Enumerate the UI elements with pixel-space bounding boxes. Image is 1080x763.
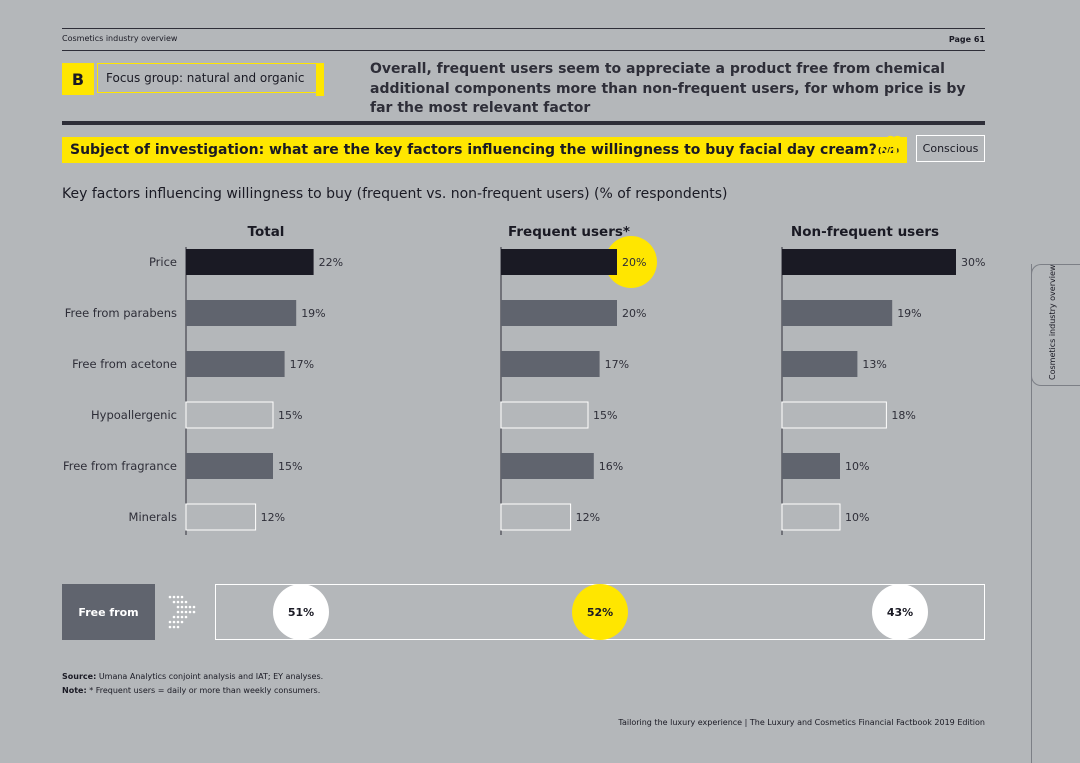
- data-label: 20%: [622, 307, 646, 320]
- focus-group-label: Focus group: natural and organic: [97, 63, 323, 93]
- bar: [500, 503, 572, 531]
- data-label: 17%: [605, 358, 629, 371]
- top-rule: [62, 28, 985, 29]
- data-label: 15%: [278, 460, 302, 473]
- data-label: 16%: [599, 460, 623, 473]
- series-title: Non-frequent users: [791, 224, 939, 240]
- category-label: Price: [149, 255, 177, 269]
- conscious-badge: Conscious: [916, 135, 985, 162]
- dotted-arrow-icon: [168, 595, 196, 629]
- data-label: 12%: [261, 511, 285, 524]
- chart-title-unit: (% of respondents): [594, 186, 728, 202]
- data-label: 13%: [862, 358, 886, 371]
- section-letter-badge: B: [62, 63, 94, 95]
- data-label: 10%: [845, 460, 869, 473]
- data-label: 22%: [319, 256, 343, 269]
- bar: [186, 249, 314, 275]
- data-label: 17%: [290, 358, 314, 371]
- source-notes: Source: Umana Analytics conjoint analysi…: [62, 670, 323, 698]
- data-label: 19%: [301, 307, 325, 320]
- bar: [185, 503, 257, 531]
- data-label: 19%: [897, 307, 921, 320]
- free-from-total-bubble: 51%: [273, 584, 329, 640]
- bar: [501, 351, 600, 377]
- bar: [782, 351, 858, 377]
- data-label: 30%: [961, 256, 985, 269]
- source-label: Source:: [62, 672, 97, 681]
- subject-suffix: (2/2): [877, 145, 900, 155]
- bar-chart: Price Free from parabens Free from acetone…: [63, 224, 985, 535]
- brain-icon: [881, 135, 907, 156]
- series-title: Total: [248, 224, 285, 240]
- highlight-circle: [605, 236, 657, 288]
- data-label: 12%: [576, 511, 600, 524]
- category-label: Hypoallergenic: [91, 408, 177, 422]
- bar: [500, 401, 589, 429]
- category-label: Minerals: [129, 510, 177, 524]
- series-title: Frequent users*: [508, 224, 630, 240]
- data-label: 18%: [891, 409, 915, 422]
- data-label: 10%: [845, 511, 869, 524]
- footer: Tailoring the luxury experience | The Lu…: [618, 718, 985, 727]
- data-label: 15%: [593, 409, 617, 422]
- bar: [782, 249, 956, 275]
- side-tab-label: Cosmetics industry overview: [1048, 264, 1057, 380]
- note-label: Note:: [62, 686, 87, 695]
- focus-accent-bar: [316, 63, 324, 96]
- free-from-label: Free from: [62, 584, 155, 640]
- bar: [781, 401, 887, 429]
- section-label: Cosmetics industry overview: [62, 34, 178, 43]
- bar: [185, 401, 274, 429]
- bar: [501, 453, 594, 479]
- headline-rule: [62, 121, 985, 125]
- free-from-frequent-bubble: 52%: [572, 584, 628, 640]
- data-label: 20%: [622, 256, 646, 269]
- category-label: Free from parabens: [65, 306, 177, 320]
- page-number: Page 61: [948, 35, 985, 44]
- chart-title-main: Key factors influencing willingness to b…: [62, 186, 590, 202]
- bar: [186, 300, 297, 326]
- source-text: Umana Analytics conjoint analysis and IA…: [98, 672, 324, 681]
- subject-banner: Subject of investigation: what are the k…: [62, 137, 908, 163]
- category-label: Free from fragrance: [63, 459, 177, 473]
- free-from-nonfrequent-bubble: 43%: [872, 584, 928, 640]
- side-tab[interactable]: [1031, 264, 1080, 386]
- subject-text: Subject of investigation: what are the k…: [70, 142, 877, 158]
- headline: Overall, frequent users seem to apprecia…: [370, 61, 966, 116]
- bar: [781, 503, 841, 531]
- chart-title: Key factors influencing willingness to b…: [62, 186, 728, 202]
- bar: [186, 351, 285, 377]
- bar: [782, 453, 840, 479]
- side-divider: [1031, 264, 1032, 763]
- header-rule: [62, 50, 985, 51]
- bar: [782, 300, 893, 326]
- bar: [186, 453, 273, 479]
- category-label: Free from acetone: [72, 357, 177, 371]
- bar: [501, 300, 617, 326]
- note-text: * Frequent users = daily or more than we…: [89, 686, 321, 695]
- data-label: 15%: [278, 409, 302, 422]
- bar: [501, 249, 617, 275]
